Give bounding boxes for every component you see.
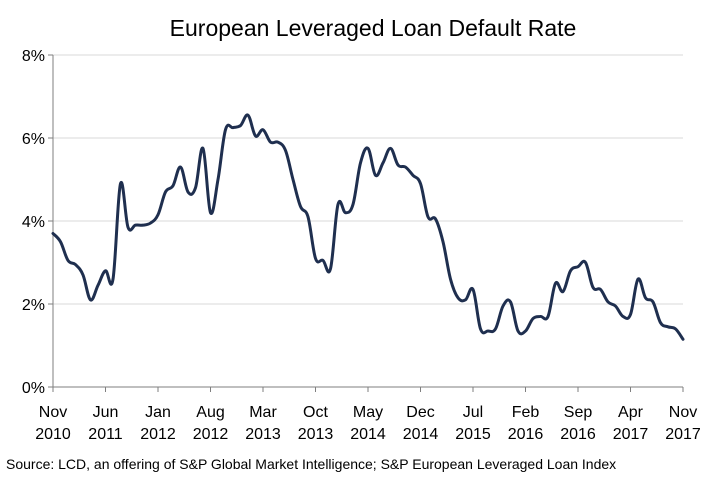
x-tick-year-12: 2017: [665, 426, 701, 443]
x-tick-year-0: 2010: [35, 426, 71, 443]
chart-title: European Leveraged Loan Default Rate: [170, 15, 577, 41]
x-tick-label-6: May 2014: [350, 404, 386, 443]
series-layer: [51, 113, 685, 341]
x-tick-month-5: Oct: [303, 404, 328, 421]
x-tick-label-3: Aug 2012: [193, 404, 229, 443]
x-tick-year-6: 2014: [350, 426, 386, 443]
x-tick-month-1: Jun: [93, 404, 119, 421]
x-tick-label-8: Jul 2015: [455, 404, 491, 443]
x-tick-label-0: Nov 2010: [35, 404, 71, 443]
y-tick-label-0: 0%: [22, 380, 45, 397]
y-tick-label-3: 6%: [22, 131, 45, 148]
x-tick-label-4: Mar 2013: [245, 404, 281, 443]
x-tick-year-10: 2016: [560, 426, 596, 443]
x-tick-month-3: Aug: [196, 404, 224, 421]
gridlines: [53, 54, 683, 305]
x-tick-year-5: 2013: [298, 426, 334, 443]
y-tick-label-4: 8%: [22, 48, 45, 65]
x-tick-year-1: 2011: [88, 426, 123, 443]
x-tick-year-8: 2015: [455, 426, 491, 443]
x-tick-month-8: Jul: [463, 404, 483, 421]
x-tick-label-9: Feb 2016: [508, 404, 544, 443]
x-tick-month-4: Mar: [249, 404, 277, 421]
x-tick-label-7: Dec 2014: [403, 404, 439, 443]
x-tick-label-11: Apr 2017: [613, 404, 649, 443]
x-tick-label-2: Jan 2012: [140, 404, 176, 443]
x-tick-month-9: Feb: [512, 404, 540, 421]
series-line-0: [51, 113, 685, 341]
x-tick-month-6: May: [353, 404, 383, 421]
x-tick-label-1: Jun 2011: [88, 404, 123, 443]
source-note: Source: LCD, an offering of S&P Global M…: [6, 456, 617, 472]
x-tick-year-3: 2012: [193, 426, 229, 443]
x-tick-month-10: Sep: [564, 404, 593, 421]
x-tick-year-9: 2016: [508, 426, 544, 443]
x-tick-month-12: Nov: [669, 404, 697, 421]
x-tick-month-11: Apr: [618, 404, 644, 421]
x-tick-label-12: Nov 2017: [665, 404, 701, 443]
x-tick-label-5: Oct 2013: [298, 404, 334, 443]
y-tick-label-1: 2%: [22, 297, 45, 314]
x-tick-year-7: 2014: [403, 426, 439, 443]
x-tick-month-7: Dec: [406, 404, 434, 421]
x-tick-year-2: 2012: [140, 426, 176, 443]
x-tick-label-10: Sep 2016: [560, 404, 596, 443]
x-tick-year-11: 2017: [613, 426, 649, 443]
y-axis-ticks: 0% 2% 4% 6% 8%: [22, 48, 53, 397]
x-tick-month-2: Jan: [145, 404, 171, 421]
x-axis-ticks: Nov 2010 Jun 2011 Jan 2012 Aug 2012 Mar 2013 Oct 20…: [35, 387, 701, 443]
x-tick-month-0: Nov: [39, 404, 67, 421]
x-tick-year-4: 2013: [245, 426, 281, 443]
y-tick-label-2: 4%: [22, 214, 45, 231]
